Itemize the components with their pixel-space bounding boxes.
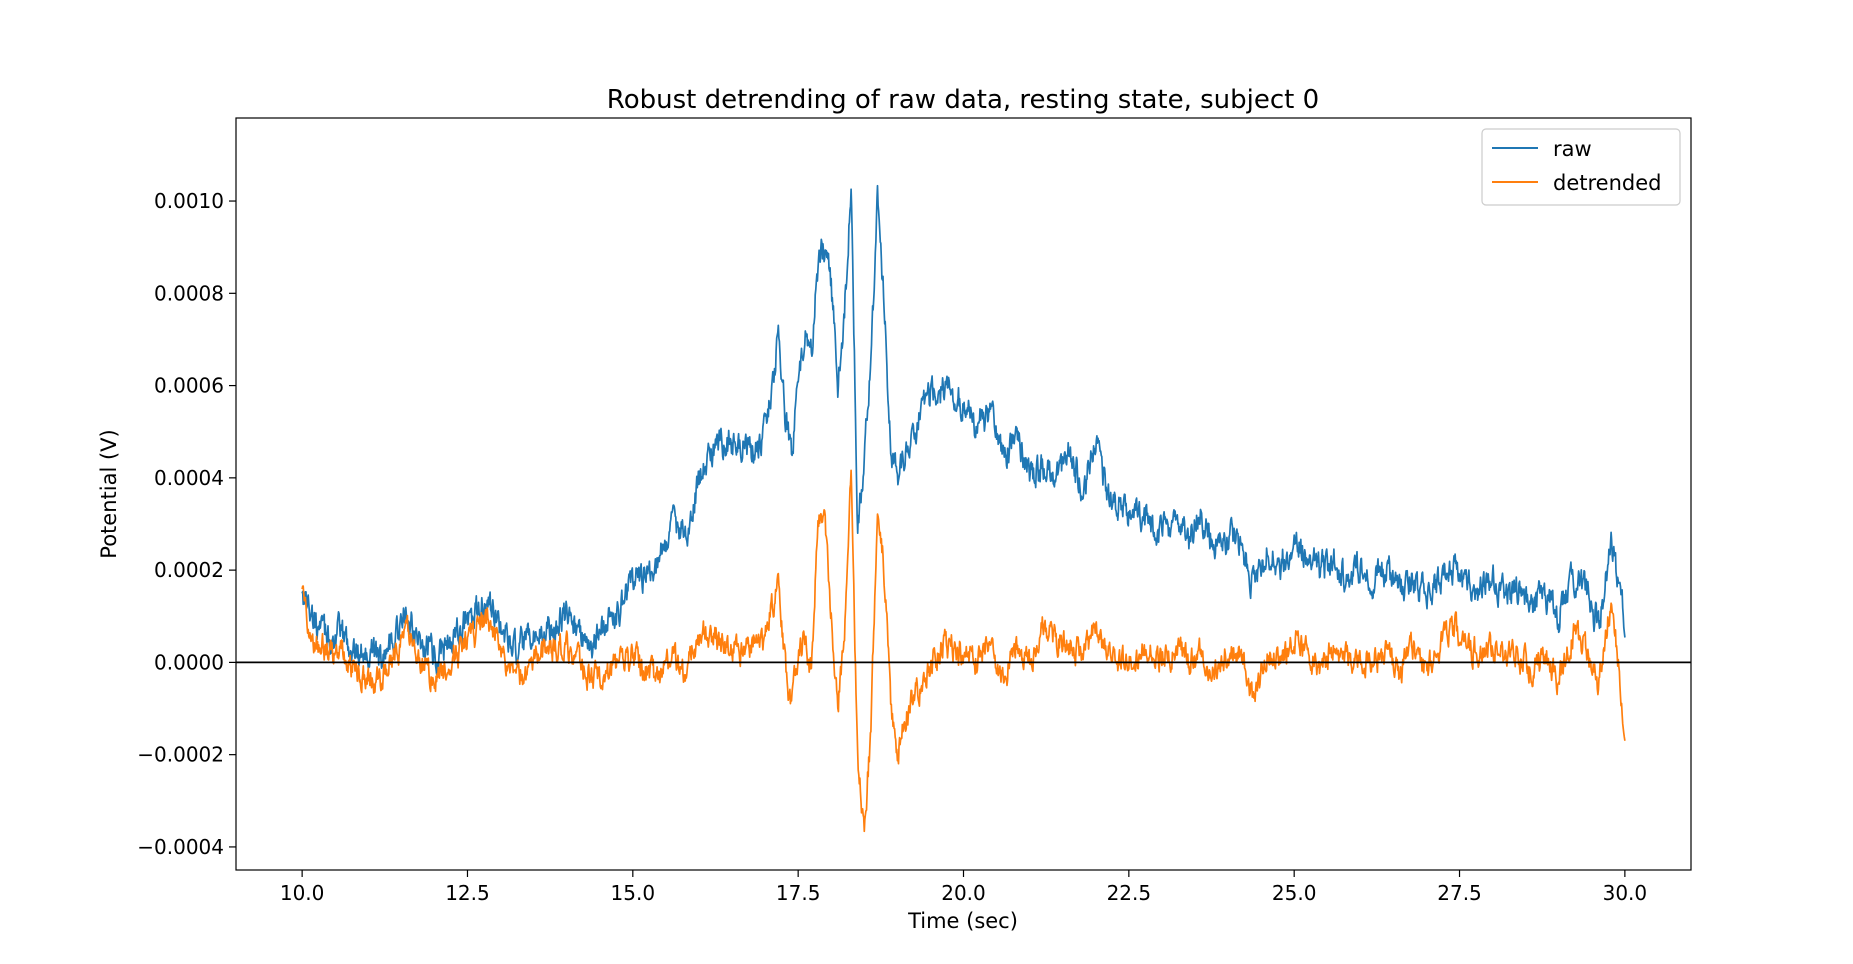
x-tick-label: 15.0	[611, 881, 656, 905]
x-tick-label: 20.0	[941, 881, 986, 905]
y-axis-label: Potential (V)	[97, 429, 121, 558]
y-tick-label: 0.0002	[154, 558, 224, 582]
series-layer	[301, 184, 1626, 833]
y-tick-label: 0.0006	[154, 374, 224, 398]
x-tick-label: 10.0	[280, 881, 325, 905]
x-tick-label: 30.0	[1603, 881, 1648, 905]
x-tick-label: 22.5	[1107, 881, 1152, 905]
y-tick-label: 0.0010	[154, 189, 224, 213]
y-tick-label: 0.0008	[154, 281, 224, 305]
y-tick-label: 0.0000	[154, 650, 224, 674]
x-axis-label: Time (sec)	[907, 909, 1018, 933]
x-tick-label: 27.5	[1437, 881, 1482, 905]
legend-label-raw: raw	[1553, 137, 1592, 161]
y-tick-label: −0.0004	[137, 835, 224, 859]
y-tick-label: 0.0004	[154, 466, 224, 490]
legend: raw detrended	[1481, 128, 1681, 206]
x-tick-label: 17.5	[776, 881, 821, 905]
y-tick-label: −0.0002	[137, 743, 224, 767]
series-detrended-line	[301, 469, 1626, 833]
x-tick-label: 25.0	[1272, 881, 1317, 905]
x-tick-label: 12.5	[445, 881, 490, 905]
y-axis-ticks: −0.0004 −0.0002 0.0000 0.0002 0.0004 0.0006 0.…	[137, 189, 236, 859]
chart-title: Robust detrending of raw data, resting s…	[607, 85, 1319, 115]
x-axis-ticks: 10.0 12.5 15.0 17.5 20.0 22.5 25.0 27.5 30.0	[280, 870, 1647, 905]
series-raw-line	[301, 184, 1626, 676]
legend-label-detrended: detrended	[1553, 171, 1661, 195]
